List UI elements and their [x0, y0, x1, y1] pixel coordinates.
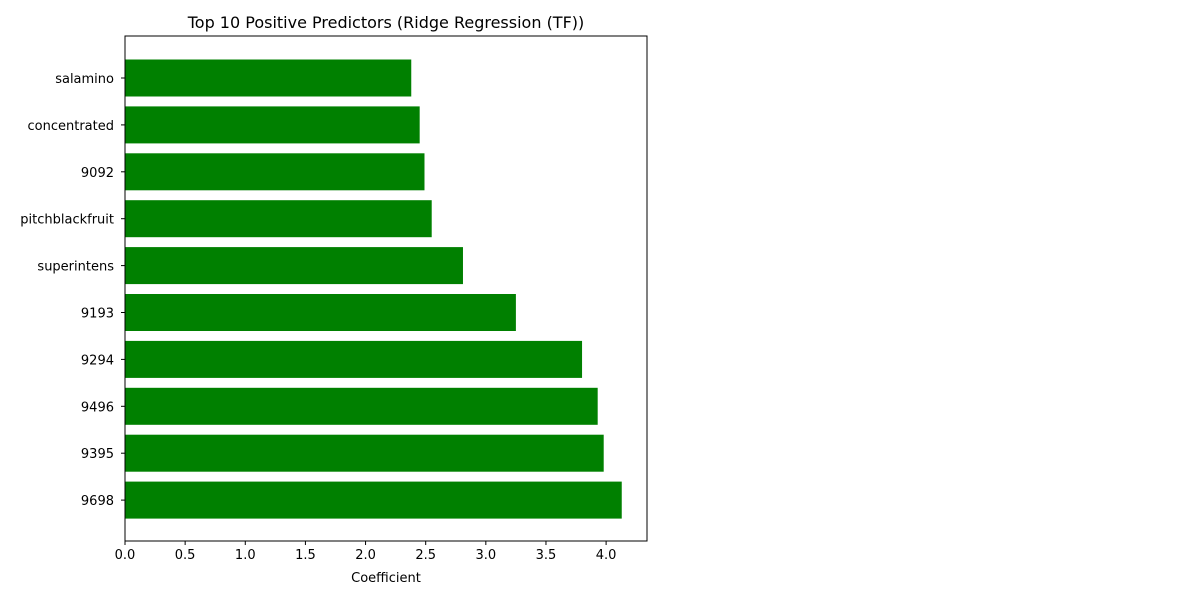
y-tick-label: salamino	[55, 72, 114, 87]
x-tick-label: 2.5	[415, 548, 436, 563]
x-tick-label: 3.0	[475, 548, 496, 563]
bar-9193	[125, 294, 516, 331]
bar-9496	[125, 387, 598, 425]
bars-group	[125, 59, 622, 519]
bar-9698	[125, 481, 622, 519]
y-tick-label: concentrated	[28, 119, 114, 134]
y-tick-label: 9496	[81, 400, 114, 415]
plot-frame	[124, 35, 648, 542]
bar-9092	[125, 153, 425, 191]
y-axis: salamino concentrated 9092 pitchblackfruit s…	[20, 72, 125, 509]
x-tick-label: 1.5	[295, 548, 316, 563]
x-tick-label: 4.0	[596, 548, 617, 563]
chart-title: Top 10 Positive Predictors (Ridge Regres…	[187, 13, 585, 32]
x-tick-label: 0.0	[115, 548, 136, 563]
x-axis-label: Coefficient	[351, 571, 421, 586]
y-tick-label: 9698	[81, 494, 114, 509]
x-tick-label: 1.0	[235, 548, 256, 563]
bar-salamino	[125, 59, 412, 97]
y-tick-label: superintens	[37, 260, 114, 275]
y-tick-label: pitchblackfruit	[20, 213, 114, 228]
bar-superintens	[125, 247, 463, 285]
x-tick-label: 3.5	[536, 548, 557, 563]
bar-pitchblackfruit	[125, 200, 432, 238]
x-tick-label: 2.0	[355, 548, 376, 563]
x-tick-label: 0.5	[175, 548, 196, 563]
x-axis: 0.0 0.5 1.0 1.5 2.0 2.5 3.0 3.5 4.0	[115, 541, 617, 563]
y-tick-label: 9294	[81, 353, 114, 368]
bar-concentrated	[125, 106, 420, 144]
y-tick-label: 9092	[81, 166, 114, 181]
bar-9395	[125, 434, 604, 472]
bar-9294	[125, 340, 583, 378]
y-tick-label: 9193	[81, 307, 114, 322]
y-tick-label: 9395	[81, 447, 114, 462]
